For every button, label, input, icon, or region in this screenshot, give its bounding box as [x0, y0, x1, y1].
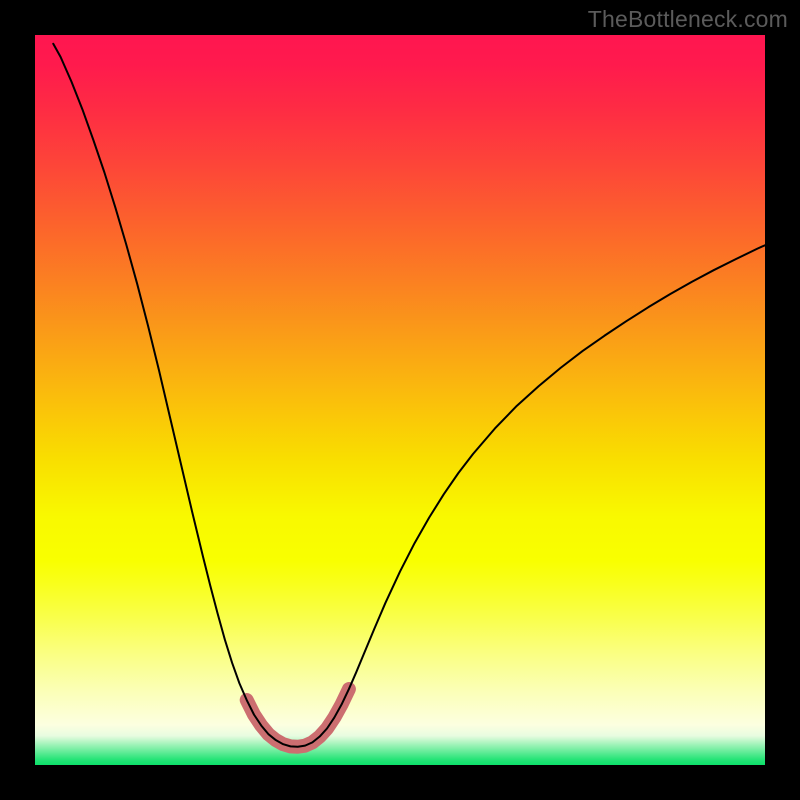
chart-frame-left	[0, 0, 35, 800]
bottleneck-chart	[0, 0, 800, 800]
plot-background	[35, 35, 765, 765]
chart-frame-bottom	[0, 765, 800, 800]
chart-frame-right	[765, 0, 800, 800]
watermark-text: TheBottleneck.com	[588, 6, 788, 33]
